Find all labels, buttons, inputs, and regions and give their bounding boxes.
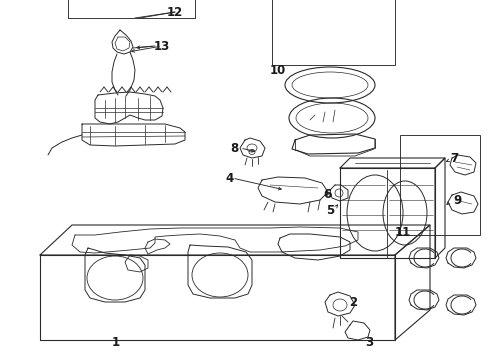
- Text: 7: 7: [450, 152, 458, 165]
- Text: 1: 1: [112, 336, 120, 348]
- Text: 11: 11: [395, 225, 411, 238]
- Text: 10: 10: [270, 63, 286, 77]
- Text: 12: 12: [167, 5, 183, 18]
- Bar: [68, 0, 195, 18]
- Text: 9: 9: [453, 194, 461, 207]
- Bar: [400, 135, 480, 235]
- Text: 2: 2: [349, 296, 357, 309]
- Text: 8: 8: [230, 141, 238, 154]
- Text: 5: 5: [326, 203, 334, 216]
- Text: 13: 13: [154, 40, 170, 53]
- Text: 3: 3: [365, 336, 373, 348]
- Text: 4: 4: [226, 171, 234, 184]
- Bar: [272, 0, 395, 65]
- Text: 6: 6: [323, 188, 331, 201]
